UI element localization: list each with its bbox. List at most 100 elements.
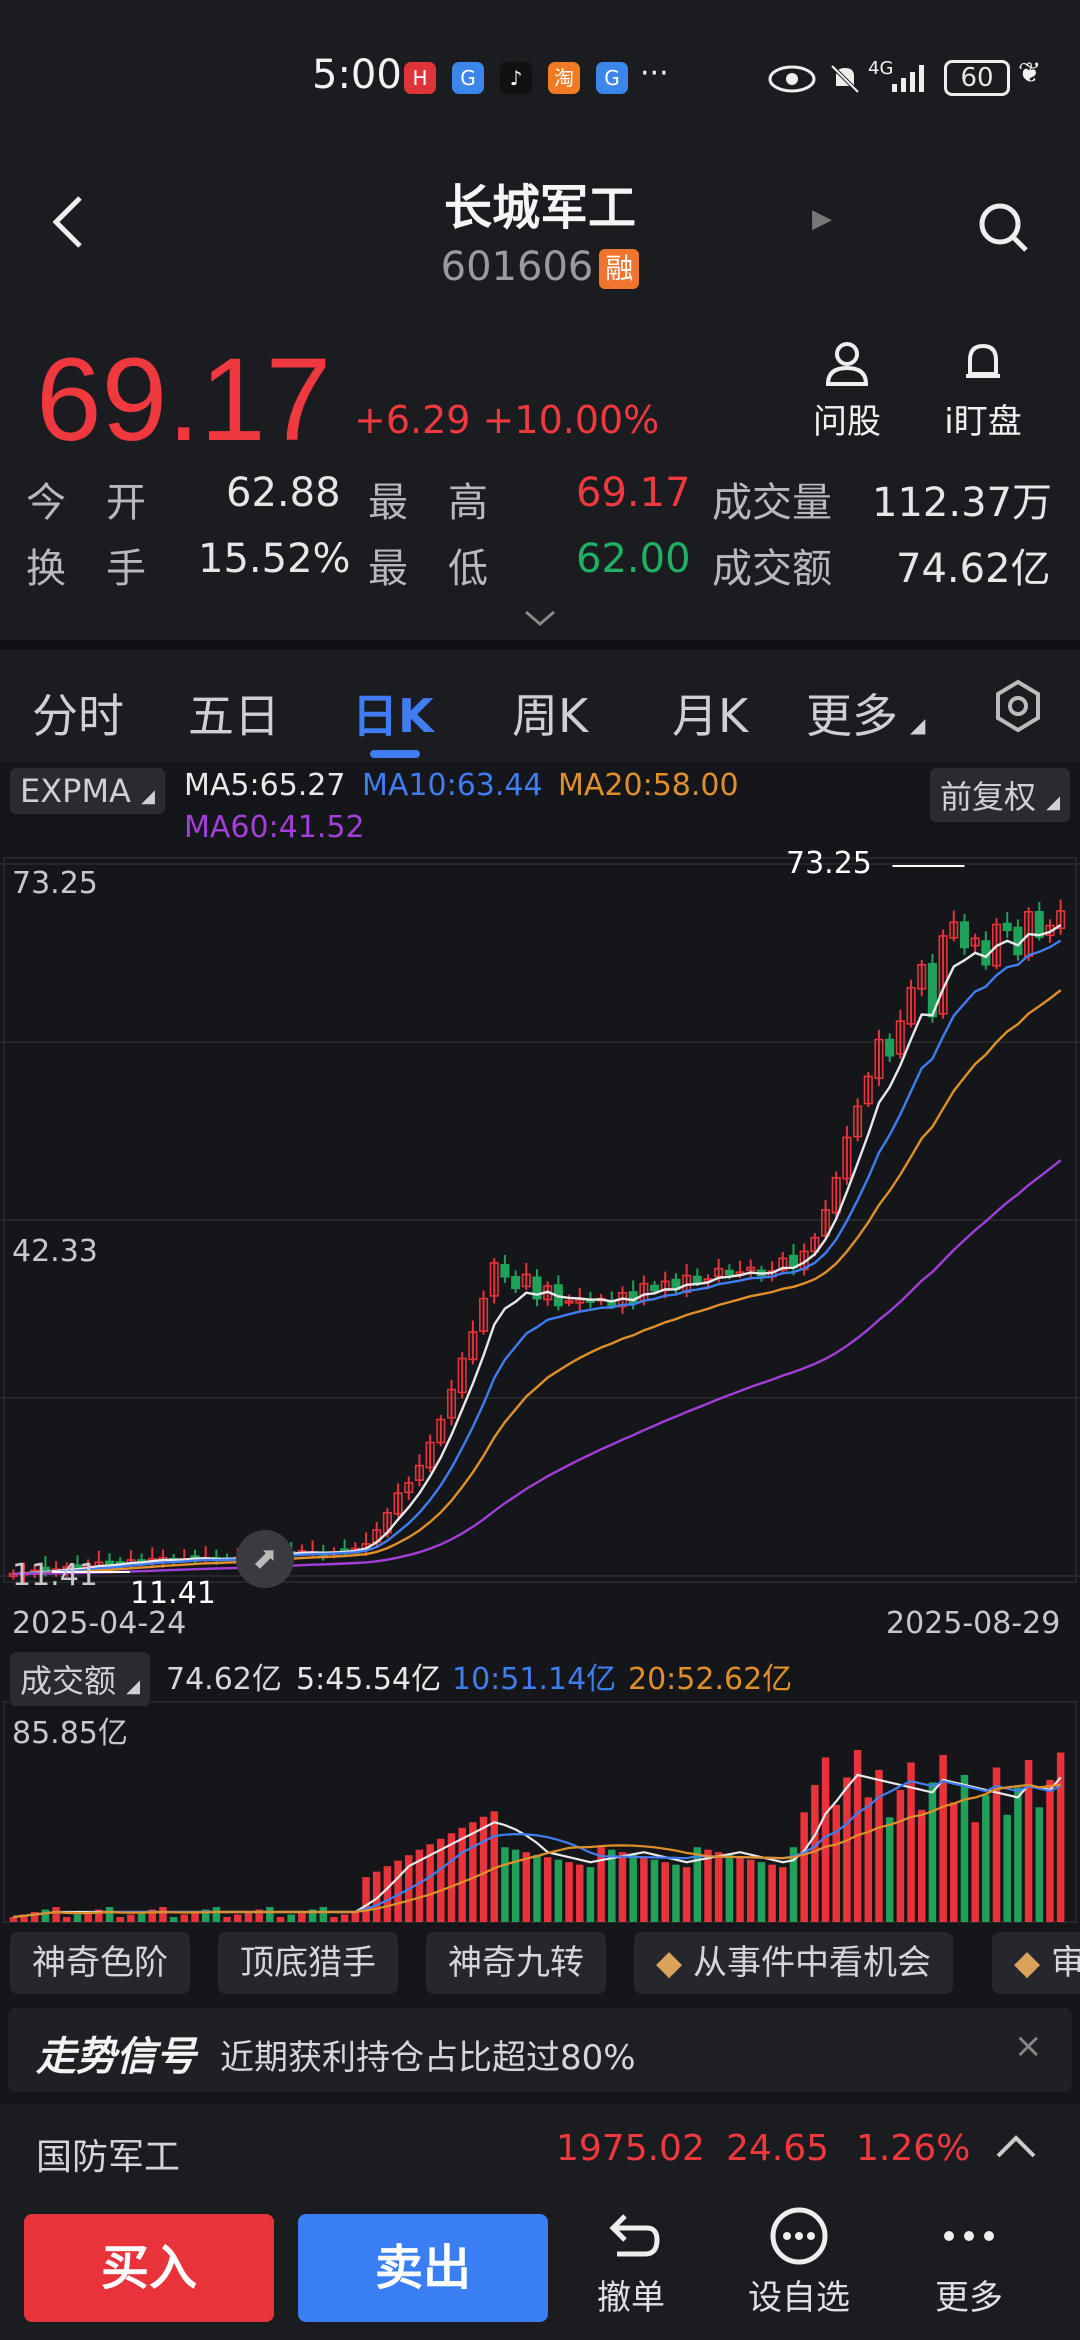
y-tick-top: 73.25 — [12, 866, 98, 901]
chart-area — [0, 762, 1080, 1922]
indicator-selector[interactable]: EXPMA ◢ — [10, 768, 165, 814]
candle-body — [479, 1297, 489, 1332]
candle-body — [949, 921, 959, 939]
buy-button[interactable]: 买入 — [24, 2214, 274, 2322]
volume-bar — [501, 1847, 509, 1922]
volume-bar — [800, 1812, 808, 1922]
tiktok-icon: ♪ — [500, 62, 532, 94]
chip-color-scale[interactable]: 神奇色阶 — [10, 1932, 190, 1994]
y-tick-bottom: 11.41 — [12, 1558, 98, 1593]
cancel-order-button[interactable]: 撤单 — [566, 2206, 696, 2319]
signal-text: 近期获利持仓占比超过80% — [220, 2038, 636, 2078]
volume-bar — [447, 1833, 456, 1922]
candle-body — [446, 1388, 457, 1419]
trend-signal-banner[interactable]: 走势信号 近期获利持仓占比超过80% × — [8, 2008, 1072, 2092]
volume-bar — [362, 1877, 370, 1922]
volume-bar — [330, 1917, 338, 1922]
volume-ma10: 10:51.14亿 — [452, 1662, 617, 1697]
chevron-up-icon[interactable] — [996, 2134, 1036, 2160]
candle-body — [425, 1441, 435, 1469]
volume-bar — [757, 1862, 766, 1922]
tab-five-day[interactable]: 五日 — [188, 689, 280, 743]
candle-body — [810, 1236, 820, 1253]
amount-value[interactable]: 74.62亿 — [896, 546, 1051, 592]
watch-button[interactable]: i盯盘 — [928, 340, 1038, 443]
volume-bar — [811, 1784, 819, 1922]
volume-bar — [950, 1802, 958, 1922]
volume-bar — [95, 1909, 103, 1922]
sector-change: 24.65 — [726, 2128, 830, 2169]
back-icon[interactable] — [48, 192, 88, 262]
eye-icon — [768, 65, 816, 93]
diamond-icon: ◆ — [656, 1943, 683, 1983]
sector-row[interactable]: 国防军工 1975.02 24.65 1.26% — [0, 2104, 1080, 2200]
low-value: 62.00 — [576, 536, 691, 582]
volume-bar — [234, 1914, 242, 1922]
volume-bar — [917, 1809, 926, 1922]
volume-bar — [597, 1847, 605, 1922]
volume-bar — [308, 1909, 317, 1922]
volume-bar — [351, 1912, 360, 1922]
ma5-line — [13, 923, 1062, 1575]
add-watchlist-button[interactable]: 设自选 — [734, 2206, 864, 2319]
candle-body — [468, 1331, 478, 1361]
volume-bar — [543, 1857, 552, 1922]
volume-chart[interactable] — [0, 1700, 1080, 1924]
tab-more[interactable]: 更多 ◢ — [806, 689, 926, 743]
volume-bar — [672, 1864, 680, 1922]
more-button[interactable]: 更多 — [904, 2206, 1034, 2319]
open-label: 今 开 — [26, 480, 146, 526]
chip-magic-nine[interactable]: 神奇九转 — [426, 1932, 606, 1994]
volume-bar — [212, 1907, 221, 1922]
bell-icon — [966, 343, 1000, 378]
volume-bar — [84, 1912, 92, 1922]
candle-body — [778, 1257, 788, 1271]
candle-body — [927, 963, 937, 1018]
candle-body — [959, 921, 970, 949]
tab-intraday[interactable]: 分时 — [32, 689, 124, 743]
volume-bar — [661, 1862, 669, 1922]
chip-top-bottom-hunter[interactable]: 顶底猎手 — [218, 1932, 398, 1994]
sector-pct: 1.26% — [856, 2128, 971, 2169]
volume-bar — [1056, 1752, 1065, 1922]
margin-badge: 融 — [599, 249, 640, 289]
volume-bar — [533, 1854, 541, 1922]
tab-daily-k[interactable]: 日K — [352, 689, 434, 743]
volume-bar — [1014, 1787, 1022, 1922]
draw-line-icon[interactable]: ⬈ — [236, 1530, 294, 1588]
volume-indicator-selector[interactable]: 成交额 ◢ — [10, 1652, 151, 1706]
sector-name: 国防军工 — [36, 2137, 181, 2178]
volume-bar — [832, 1804, 840, 1922]
volume-bar — [287, 1914, 295, 1922]
volume-bar — [586, 1867, 595, 1922]
mute-icon — [830, 64, 860, 94]
chip-truncated[interactable]: ◆ 审 — [992, 1932, 1080, 1994]
volume-bar — [576, 1864, 584, 1922]
chip-event-opportunity[interactable]: ◆ 从事件中看机会 — [634, 1932, 953, 1994]
sell-button[interactable]: 卖出 — [298, 2214, 548, 2322]
volume-bar — [298, 1912, 306, 1922]
expand-chevron-icon[interactable] — [524, 602, 556, 635]
kline-chart[interactable] — [0, 852, 1080, 1612]
tab-weekly-k[interactable]: 周K — [512, 689, 589, 743]
search-icon[interactable] — [976, 200, 1030, 254]
volume-bar — [415, 1849, 424, 1922]
adjust-selector[interactable]: 前复权 ◢ — [930, 768, 1071, 822]
candle-body — [436, 1418, 446, 1444]
settings-icon[interactable] — [990, 678, 1046, 734]
candle-body — [660, 1280, 670, 1292]
candle-body — [414, 1464, 424, 1481]
candle-body — [532, 1276, 542, 1300]
volume-bar — [137, 1912, 146, 1922]
volume-bar — [682, 1867, 691, 1922]
volume-bar — [41, 1909, 50, 1922]
close-icon[interactable]: × — [1014, 2026, 1043, 2066]
volume-bar — [105, 1907, 114, 1922]
next-stock-icon[interactable]: ▶ — [812, 204, 832, 234]
tab-monthly-k[interactable]: 月K — [672, 689, 749, 743]
candle-body — [917, 963, 927, 990]
volume-bar — [608, 1849, 616, 1922]
ask-stock-button[interactable]: 问股 — [792, 340, 902, 443]
quote-panel: 69.17 +6.29 +10.00% 问股 i盯盘 今 开 62.88 最 高… — [0, 334, 1080, 640]
volume-ma20: 20:52.62亿 — [628, 1662, 793, 1697]
